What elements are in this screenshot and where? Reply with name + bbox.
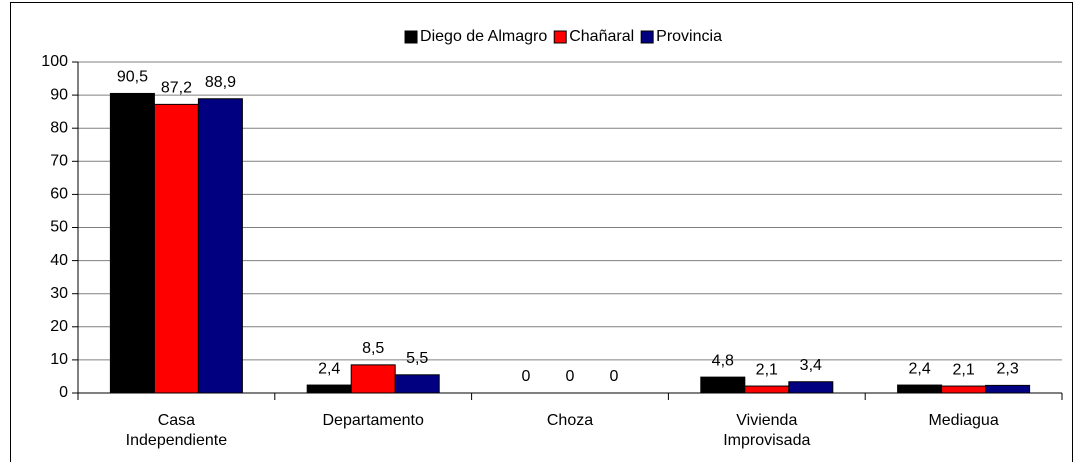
value-label: 4,8 [712,352,734,369]
value-label: 88,9 [205,74,236,91]
legend-label: Provincia [656,28,722,45]
value-label: 0 [522,368,531,385]
bar [897,384,943,394]
x-tick-label: Mediagua [928,412,999,429]
bar [985,384,1031,394]
legend-label: Chañaral [569,28,634,45]
y-tick-label: 40 [50,252,68,269]
y-tick-label: 80 [50,119,68,136]
y-tick-label: 100 [41,53,68,70]
bar [941,385,987,394]
y-tick-label: 30 [50,285,68,302]
y-tick-label: 0 [59,384,68,401]
legend-swatch [640,30,654,44]
y-tick-label: 20 [50,318,68,335]
bar [109,92,155,394]
value-label: 87,2 [161,80,192,97]
value-label: 8,5 [362,340,384,357]
bar [306,384,352,394]
bar [788,381,834,394]
y-tick-label: 70 [50,153,68,170]
value-label: 5,5 [406,350,428,367]
value-label: 0 [610,368,619,385]
value-label: 2,3 [996,361,1018,378]
value-label: 2,4 [318,360,340,377]
x-tick-label: Casa Independiente [125,412,228,449]
legend-swatch [553,30,567,44]
value-label: 2,1 [952,361,974,378]
y-tick-label: 50 [50,219,68,236]
bar [197,98,243,394]
y-tick-label: 60 [50,186,68,203]
value-label: 0 [566,368,575,385]
legend-swatch [404,30,418,44]
value-label: 3,4 [800,357,822,374]
bar [744,385,790,394]
value-label: 2,1 [756,361,778,378]
bar [350,364,396,394]
value-label: 90,5 [117,69,148,86]
x-tick-label: Departamento [322,412,424,429]
value-label: 2,4 [908,360,930,377]
x-tick-label: Choza [546,412,594,429]
x-tick-label: Vivienda Improvisada [723,412,811,449]
legend-label: Diego de Almagro [420,28,547,45]
bar [153,103,199,394]
bar [700,376,746,394]
y-tick-label: 90 [50,86,68,103]
bar [394,374,440,394]
y-tick-label: 10 [50,351,68,368]
